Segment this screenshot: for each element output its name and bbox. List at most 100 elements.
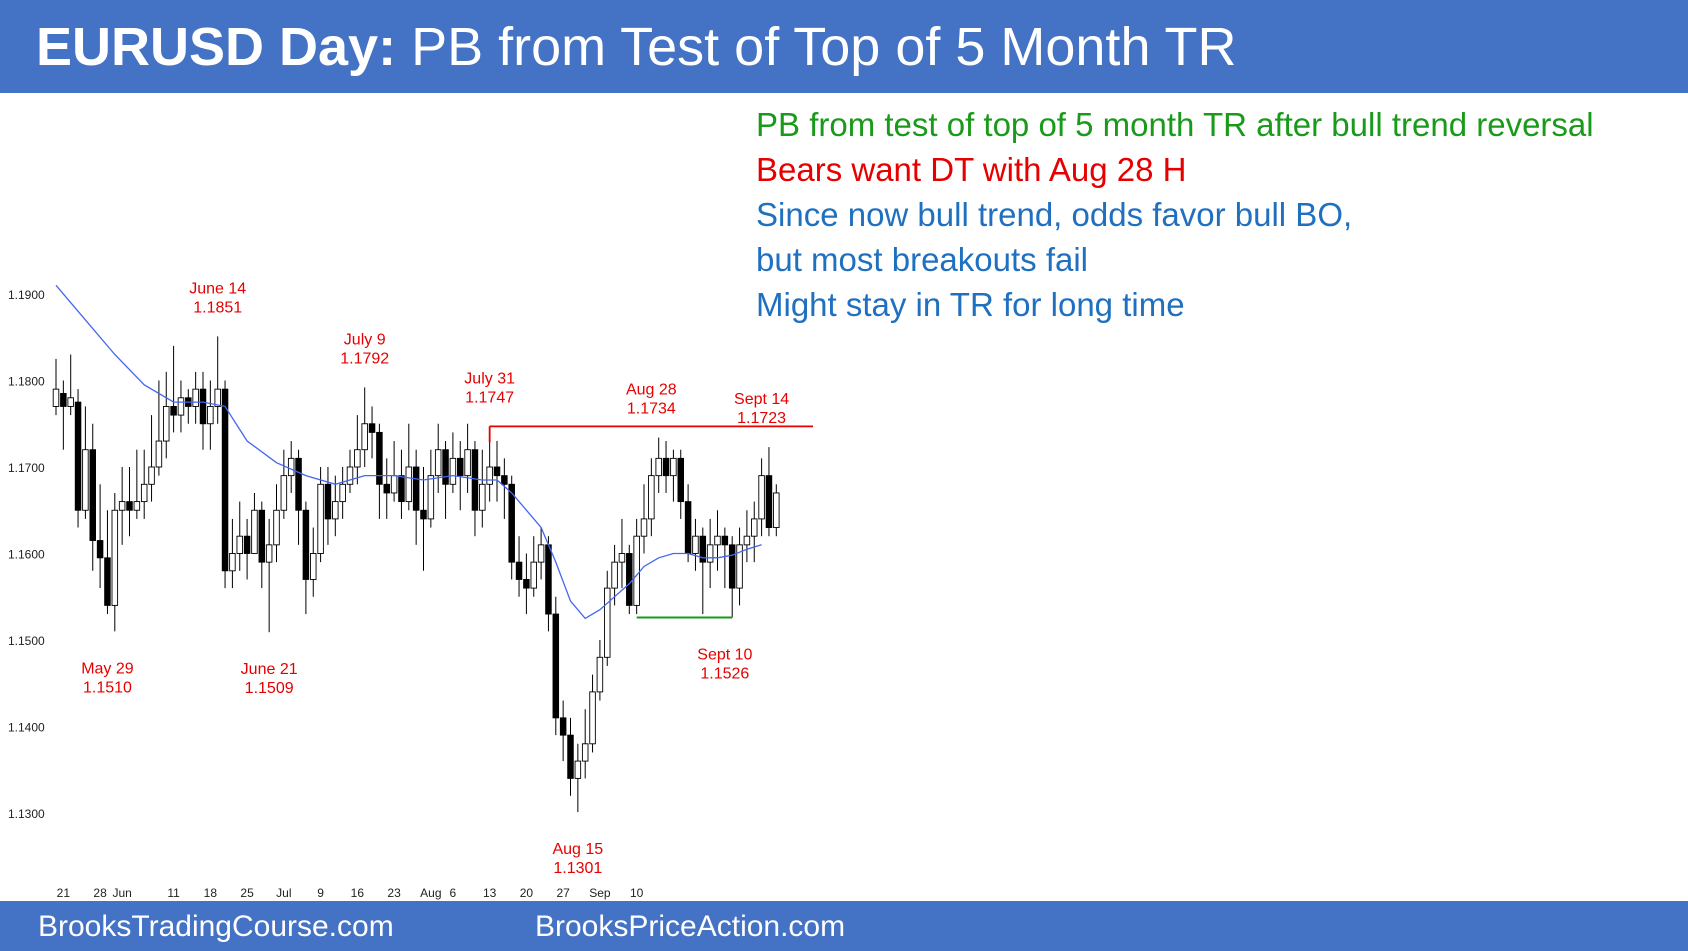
x-tick-label: 9 <box>317 886 324 900</box>
footer-right-link[interactable]: BrooksPriceAction.com <box>535 910 846 943</box>
candle-body <box>596 656 604 693</box>
candle-body <box>368 423 376 433</box>
candle-body <box>302 509 310 580</box>
candle-body <box>604 587 611 658</box>
candle-body <box>706 544 714 563</box>
candle-body <box>346 466 354 485</box>
candle-body <box>773 492 780 529</box>
candle-body <box>684 501 692 554</box>
x-tick-label: 10 <box>630 886 644 900</box>
candle-body <box>354 449 361 468</box>
candle-body <box>728 544 736 589</box>
candle-body <box>74 401 82 511</box>
candle-body <box>699 535 707 563</box>
candle-body <box>251 509 258 554</box>
candle-body <box>457 457 464 477</box>
x-tick-label: 6 <box>450 886 457 900</box>
candle-body <box>493 466 501 477</box>
candle-body <box>677 457 685 503</box>
candle-body <box>537 544 545 563</box>
candle-body <box>221 388 229 572</box>
annotation-price: 1.1510 <box>83 679 132 696</box>
candle-body <box>140 483 148 503</box>
x-tick-label: 23 <box>387 886 401 900</box>
candle-body <box>501 475 508 485</box>
candle-body <box>427 475 435 520</box>
note-line-2: Bears want DT with Aug 28 H <box>756 151 1187 188</box>
candle-body <box>133 501 141 511</box>
candle-body <box>118 501 126 511</box>
annotation-price: 1.1301 <box>553 860 602 877</box>
candle-body <box>324 483 332 520</box>
candle-body <box>486 466 493 485</box>
candle-body <box>82 449 89 511</box>
candle-body <box>405 466 413 503</box>
note-line-3: Since now bull trend, odds favor bull BO… <box>756 196 1353 233</box>
x-tick-label: 20 <box>520 886 534 900</box>
candle-body <box>67 397 74 407</box>
x-tick-label: 18 <box>204 886 218 900</box>
candle-body <box>52 388 60 407</box>
candle-body <box>567 734 574 779</box>
candle-body <box>89 449 96 541</box>
candle-body <box>552 613 560 719</box>
candle-body <box>449 457 457 485</box>
candle-body <box>751 518 758 537</box>
candle-body <box>581 743 589 762</box>
candle-body <box>692 535 699 554</box>
candle-body <box>170 406 177 416</box>
candle-body <box>148 466 155 485</box>
candle-body <box>332 501 339 520</box>
candle-body <box>758 475 765 520</box>
candle-body <box>398 475 405 503</box>
candle-body <box>765 475 773 528</box>
annotation-price: 1.1509 <box>245 680 294 697</box>
x-tick-label: 25 <box>240 886 254 900</box>
candle-body <box>589 691 596 745</box>
candle-body <box>434 449 442 477</box>
footer-bar: BrooksTradingCourse.com BrooksPriceActio… <box>0 901 1688 951</box>
candle-body <box>287 457 295 477</box>
annotation-price: 1.1747 <box>465 389 514 406</box>
title-bar: EURUSD Day: PB from Test of Top of 5 Mon… <box>0 0 1688 93</box>
candle-body <box>515 561 523 580</box>
candle-body <box>640 518 648 537</box>
y-tick-label: 1.1900 <box>8 288 45 302</box>
candle-body <box>361 423 368 451</box>
candle-body <box>662 457 670 477</box>
candle-body <box>618 553 626 563</box>
candle-body <box>714 535 721 546</box>
candle-body <box>162 406 170 442</box>
y-tick-label: 1.1500 <box>8 634 45 648</box>
candle-body <box>721 535 729 546</box>
candle-body <box>626 553 633 606</box>
candle-body <box>192 388 199 407</box>
x-tick-label: Sep <box>589 886 611 900</box>
candle-body <box>736 544 743 589</box>
notes-panel: PB from test of top of 5 month TR after … <box>756 102 1676 327</box>
candle-body <box>111 509 119 606</box>
candle-body <box>442 449 449 485</box>
candle-body <box>280 475 288 511</box>
annotation-date: July 9 <box>344 331 386 348</box>
candle-body <box>530 561 538 589</box>
moving-average-line <box>55 284 762 620</box>
x-tick-label: 11 <box>167 886 180 900</box>
candle-body <box>648 475 655 520</box>
candle-body <box>633 535 640 606</box>
note-line-4: but most breakouts fail <box>756 241 1088 278</box>
candle-body <box>420 509 427 520</box>
footer-left-link[interactable]: BrooksTradingCourse.com <box>38 910 394 943</box>
title-rest: PB from Test of Top of 5 Month TR <box>396 17 1237 77</box>
candle-body <box>743 535 751 546</box>
candle-body <box>508 483 515 563</box>
candle-body <box>96 540 104 559</box>
x-tick-label: Jun <box>112 886 131 900</box>
candle-body <box>60 393 67 407</box>
candle-body <box>523 579 530 589</box>
candle-body <box>177 397 185 416</box>
annotation-price: 1.1792 <box>340 350 389 367</box>
x-tick-label: Jul <box>276 886 291 900</box>
candle-body <box>258 509 266 563</box>
candle-body <box>207 406 214 425</box>
